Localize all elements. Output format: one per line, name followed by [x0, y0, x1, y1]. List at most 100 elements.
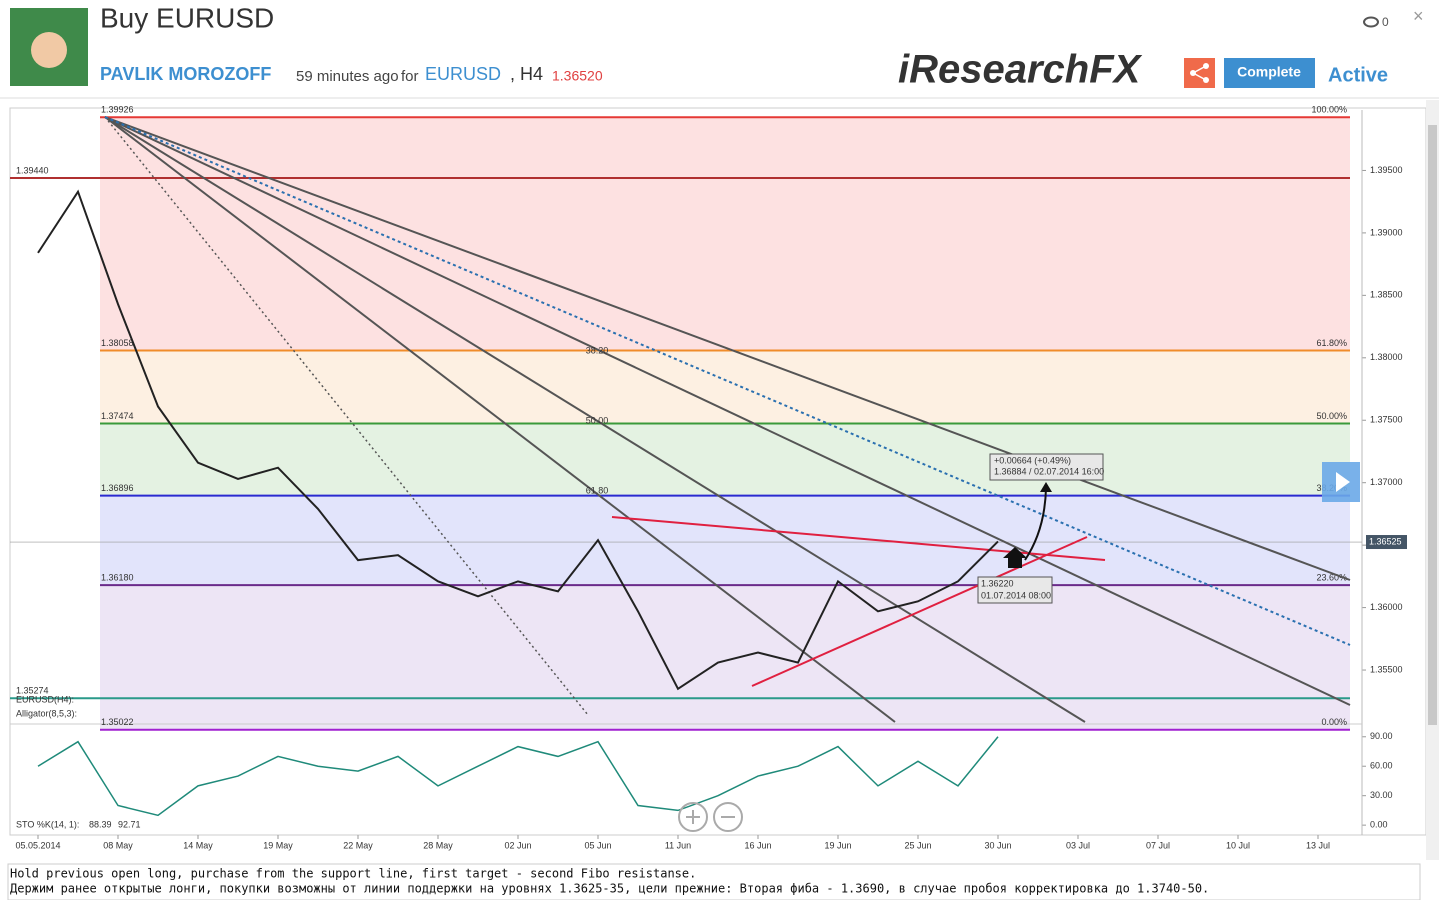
share-button[interactable]: [1184, 58, 1215, 88]
zoom-in-icon: [686, 810, 700, 824]
description-line: Держим ранее открытые лонги, покупки воз…: [10, 882, 1209, 896]
target-change: +0.00664 (+0.49%): [994, 455, 1071, 465]
close-button[interactable]: ×: [1413, 6, 1424, 26]
x-tick-label: 13 Jul: [1306, 840, 1330, 850]
next-icon: [1336, 472, 1350, 492]
price-line: [37, 189, 999, 691]
y-tick-label: 1.38000: [1370, 352, 1403, 362]
description-box: [7, 863, 1421, 901]
scrollbar-thumb[interactable]: [1428, 125, 1437, 725]
y-tick-label: 1.36000: [1370, 602, 1403, 612]
fib-percent: 61.80%: [1316, 338, 1347, 348]
fib-price: 1.36180: [101, 572, 134, 582]
zoom-in[interactable]: [678, 802, 708, 832]
x-tick-label: 10 Jul: [1226, 840, 1250, 850]
fib-band: [100, 350, 1350, 424]
y-tick-label: 30.00: [1370, 790, 1393, 800]
x-tick-label: 16 Jun: [744, 840, 771, 850]
x-tick-label: 02 Jun: [504, 840, 531, 850]
target-arrow: [1024, 487, 1047, 561]
x-tick-label: 03 Jul: [1066, 840, 1090, 850]
fib-price: 1.37474: [101, 411, 134, 421]
fib-price: 1.38058: [101, 338, 134, 348]
fib-price: 1.39926: [101, 105, 134, 115]
trend-line: [104, 116, 589, 716]
title: Buy EURUSD: [100, 2, 274, 33]
last-price-box: [1366, 535, 1407, 550]
legend-value: 88.39: [89, 819, 112, 829]
entry-box: [977, 576, 1053, 604]
y-tick-label: 1.37000: [1370, 477, 1403, 487]
fib-percent: 50.00%: [1316, 411, 1347, 421]
trend-line: [104, 116, 1351, 706]
complete-label: Complete: [1237, 64, 1301, 80]
x-tick-label: 08 May: [103, 840, 133, 850]
y-tick-label: 1.35500: [1370, 664, 1403, 674]
x-tick-label: 14 May: [183, 840, 213, 850]
fan-label: 61.80: [586, 485, 609, 495]
x-tick-label: 11 Jun: [665, 840, 691, 850]
fib-percent: 0.00%: [1321, 717, 1347, 727]
x-tick-label: 28 May: [423, 840, 453, 850]
legend: EURUSD(H4):: [16, 694, 74, 704]
trend-line: [751, 536, 1088, 687]
fan-label: 50.00: [586, 415, 609, 425]
fib-price: 1.36896: [101, 483, 134, 493]
trend-line: [104, 116, 896, 723]
fib-band: [100, 495, 1350, 586]
legend: STO %K(14, 1):: [16, 819, 79, 829]
entry-date: 01.07.2014 08:00: [981, 590, 1051, 600]
x-tick-label: 30 Jun: [984, 840, 1011, 850]
interval: , H4: [510, 64, 543, 84]
fan-label: 38.20: [586, 345, 609, 355]
level-price: 1.39440: [16, 165, 49, 175]
x-tick-label: 22 May: [343, 840, 373, 850]
eye-icon: [1363, 16, 1379, 28]
x-tick-label: 05.05.2014: [15, 840, 60, 850]
for: for: [401, 68, 419, 85]
x-tick-label: 19 May: [263, 840, 293, 850]
complete-button[interactable]: [1224, 58, 1315, 88]
x-tick-label: 19 Jun: [824, 840, 851, 850]
y-tick-label: 0.00: [1370, 820, 1388, 830]
zoom-out[interactable]: [713, 802, 743, 832]
legend-value: 92.71: [118, 819, 141, 829]
fib-band: [100, 117, 1350, 351]
fib-percent: 100.00%: [1311, 105, 1347, 115]
symbol[interactable]: EURUSD: [425, 64, 501, 84]
fib-band: [100, 423, 1350, 496]
stochastic-line: [37, 736, 999, 817]
trend-line: [611, 516, 1106, 561]
avatar-face: [31, 32, 67, 68]
description-line: Hold previous open long, purchase from t…: [10, 867, 696, 881]
target-detail: 1.36884 / 02.07.2014 16:00: [994, 466, 1104, 476]
y-tick-label: 1.39000: [1370, 227, 1403, 237]
fib-band: [100, 585, 1350, 730]
y-tick-label: 90.00: [1370, 731, 1393, 741]
x-tick-label: 25 Jun: [904, 840, 931, 850]
status: Active: [1328, 64, 1388, 86]
fib-price: 1.35022: [101, 717, 134, 727]
trend-line: [104, 116, 1086, 723]
x-tick-label: 07 Jul: [1146, 840, 1170, 850]
author[interactable]: PAVLIK MOROZOFF: [100, 64, 271, 84]
target-box: [989, 453, 1104, 481]
entry-price: 1.36220: [981, 578, 1014, 588]
x-tick-label: 05 Jun: [584, 840, 611, 850]
y-tick-label: 1.37500: [1370, 415, 1403, 425]
y-tick-label: 1.38500: [1370, 290, 1403, 300]
last-price-label: 1.36525: [1369, 536, 1402, 546]
views: 0: [1382, 15, 1389, 29]
y-tick-label: 60.00: [1370, 761, 1393, 771]
fib-percent: 23.60%: [1316, 572, 1347, 582]
trend-line: [104, 116, 1351, 581]
y-tick-label: 1.39500: [1370, 165, 1403, 175]
target-arrowhead: [1040, 482, 1052, 492]
brand[interactable]: iResearchFX: [898, 48, 1143, 92]
entry-arrow: [1003, 547, 1027, 568]
level-price: 1.35274: [16, 686, 49, 696]
time: 59 minutes ago: [296, 68, 399, 85]
price: 1.36520: [552, 68, 603, 84]
legend: Alligator(8,5,3):: [16, 708, 77, 718]
